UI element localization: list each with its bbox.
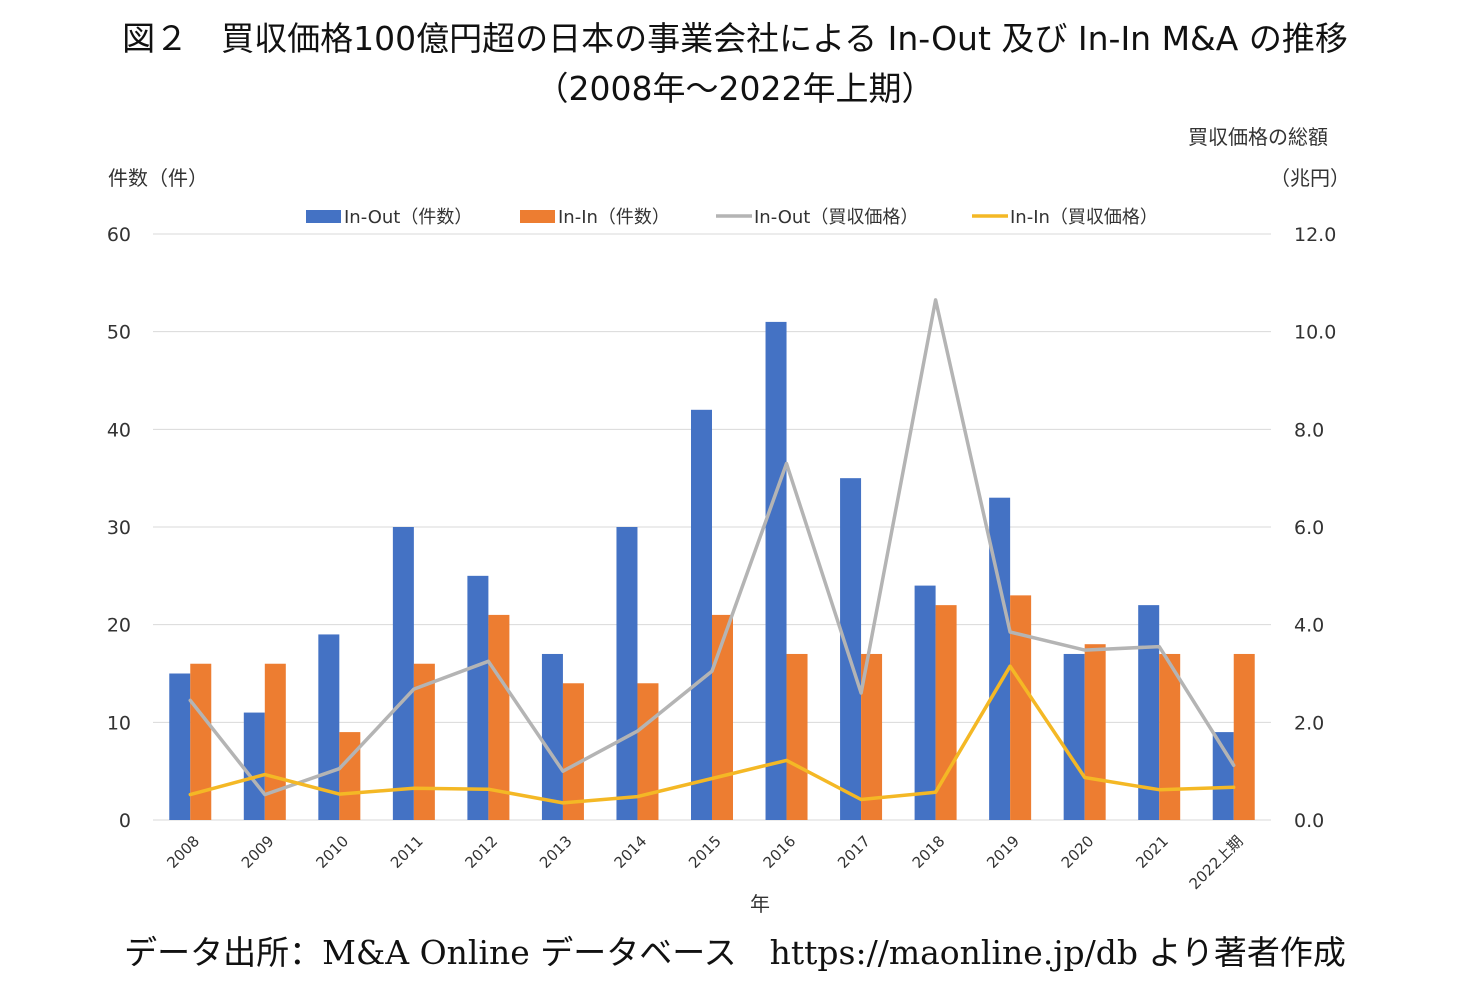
- x-tick-label: 2021: [1132, 832, 1172, 872]
- bar-in-in-count: [413, 663, 435, 820]
- bar-in-out-count: [541, 653, 563, 820]
- source-note: データ出所：M&A Online データベース https://maonline…: [124, 933, 1346, 972]
- x-tick-label: 2019: [983, 832, 1023, 872]
- bar-in-out-count: [765, 321, 787, 820]
- legend-label: In-In（買収価格）: [1010, 207, 1158, 228]
- bar-in-in-count: [190, 663, 212, 820]
- x-tick-label: 2012: [461, 832, 501, 872]
- bar-in-in-count: [861, 653, 883, 820]
- bar-in-in-count: [712, 614, 733, 820]
- legend-swatch-bar: [306, 210, 341, 223]
- y2-tick-label: 8.0: [1294, 419, 1324, 441]
- bar-in-out-count: [243, 712, 265, 820]
- bar-in-out-count: [616, 527, 638, 820]
- y-tick-label: 10: [107, 712, 131, 734]
- y2-tick-label: 0.0: [1294, 810, 1324, 832]
- legend-label: In-Out（件数）: [344, 207, 472, 228]
- x-tick-label: 2010: [312, 832, 352, 872]
- legend-label: In-In（件数）: [558, 207, 670, 228]
- bar-in-out-count: [392, 527, 414, 820]
- bar-in-out-count: [467, 575, 489, 820]
- legend-label: In-Out（買収価格）: [754, 207, 918, 228]
- line-in-in-price: [188, 664, 1236, 805]
- bar-in-in-count: [637, 683, 659, 820]
- bar-series: [169, 321, 1255, 820]
- x-tick-label: 2016: [760, 832, 800, 872]
- x-tick-label: 2020: [1058, 832, 1098, 872]
- right-axis-unit: （兆円）: [1270, 166, 1350, 190]
- chart-title: 図２ 買収価格100億円超の日本の事業会社による In-Out 及び In-In…: [122, 19, 1348, 58]
- x-tick-label: 2014: [611, 832, 651, 872]
- bar-in-out-count: [691, 409, 712, 820]
- y2-tick-label: 6.0: [1294, 517, 1324, 539]
- bar-in-out-count: [1138, 605, 1160, 820]
- y-tick-label: 30: [107, 517, 131, 539]
- right-axis-title: 買収価格の総額: [1188, 125, 1328, 149]
- bar-in-in-count: [339, 732, 361, 820]
- y-tick-label: 20: [107, 615, 131, 637]
- y-tick-label: 50: [107, 322, 131, 344]
- bar-in-in-count: [1084, 644, 1106, 820]
- line-in-out-price: [188, 298, 1236, 797]
- bar-in-in-count: [264, 663, 286, 820]
- y-tick-label: 60: [107, 224, 131, 246]
- x-tick-label: 2013: [536, 832, 576, 872]
- x-tick-label: 2017: [834, 832, 874, 872]
- x-tick-label: 2015: [685, 832, 725, 872]
- x-tick-label: 2018: [909, 832, 949, 872]
- bar-in-in-count: [1233, 653, 1255, 820]
- bar-in-out-count: [914, 585, 936, 820]
- bar-in-out-count: [989, 497, 1011, 820]
- x-tick-label: 2011: [387, 832, 427, 872]
- y2-tick-label: 2.0: [1294, 712, 1324, 734]
- x-axis-label: 年: [750, 892, 770, 916]
- bar-in-out-count: [840, 478, 862, 820]
- y-tick-label: 0: [119, 810, 131, 832]
- bar-in-out-count: [169, 673, 191, 820]
- y-tick-label: 40: [107, 419, 131, 441]
- left-axis-unit: 件数（件）: [108, 166, 208, 190]
- y2-tick-label: 4.0: [1294, 615, 1324, 637]
- x-tick-label: 2022上期: [1186, 832, 1247, 893]
- bar-in-out-count: [1063, 653, 1085, 820]
- legend: In-Out（件数） In-In（件数） In-Out（買収価格） In-In（買収価…: [306, 207, 1158, 228]
- bar-in-in-count: [786, 653, 808, 820]
- bar-in-in-count: [562, 683, 584, 820]
- chart-subtitle: （2008年～2022年上期）: [535, 69, 935, 108]
- legend-swatch-bar: [520, 210, 555, 223]
- y2-tick-label: 10.0: [1294, 322, 1336, 344]
- x-tick-label: 2008: [163, 832, 203, 872]
- x-tick-label: 2009: [238, 832, 278, 872]
- line-series: [188, 298, 1236, 805]
- bar-in-out-count: [1212, 732, 1234, 820]
- y2-tick-label: 12.0: [1294, 224, 1336, 246]
- bar-in-in-count: [1010, 595, 1032, 820]
- bar-in-in-count: [1159, 653, 1181, 820]
